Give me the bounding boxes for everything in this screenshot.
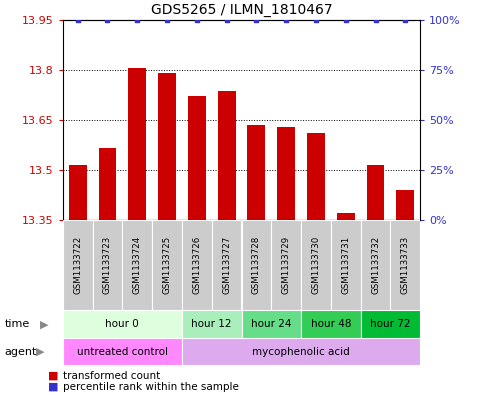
Bar <box>242 220 271 310</box>
Text: GSM1133725: GSM1133725 <box>163 236 171 294</box>
Bar <box>337 213 355 220</box>
Point <box>223 17 230 23</box>
Text: percentile rank within the sample: percentile rank within the sample <box>63 382 239 392</box>
Text: ■: ■ <box>48 371 59 381</box>
Text: GSM1133730: GSM1133730 <box>312 236 320 294</box>
Text: hour 24: hour 24 <box>251 319 292 329</box>
Text: GSM1133728: GSM1133728 <box>252 236 261 294</box>
Text: GSM1133733: GSM1133733 <box>401 236 410 294</box>
Bar <box>307 133 325 220</box>
Bar <box>361 220 390 310</box>
Bar <box>152 220 182 310</box>
Text: GSM1133722: GSM1133722 <box>73 236 82 294</box>
Point <box>104 17 112 23</box>
Text: ■: ■ <box>48 382 59 392</box>
Text: hour 48: hour 48 <box>311 319 351 329</box>
Text: GSM1133724: GSM1133724 <box>133 236 142 294</box>
Point <box>193 17 201 23</box>
Text: transformed count: transformed count <box>63 371 160 381</box>
Text: GSM1133732: GSM1133732 <box>371 236 380 294</box>
Text: GSM1133727: GSM1133727 <box>222 236 231 294</box>
Bar <box>128 68 146 220</box>
Bar <box>212 220 242 310</box>
Bar <box>361 310 420 338</box>
Bar <box>271 220 301 310</box>
Bar <box>277 127 295 220</box>
Text: mycophenolic acid: mycophenolic acid <box>252 347 350 357</box>
Bar <box>301 310 361 338</box>
Title: GDS5265 / ILMN_1810467: GDS5265 / ILMN_1810467 <box>151 3 332 17</box>
Point <box>74 17 82 23</box>
Bar <box>93 220 122 310</box>
Point <box>163 17 171 23</box>
Text: hour 12: hour 12 <box>191 319 232 329</box>
Bar <box>63 338 182 365</box>
Bar <box>188 96 206 220</box>
Bar <box>367 165 384 220</box>
Text: time: time <box>5 319 30 329</box>
Text: agent: agent <box>5 347 37 357</box>
Text: GSM1133731: GSM1133731 <box>341 236 350 294</box>
Bar <box>397 190 414 220</box>
Bar <box>218 92 236 220</box>
Bar <box>122 220 152 310</box>
Bar <box>182 220 212 310</box>
Bar <box>390 220 420 310</box>
Bar <box>158 73 176 220</box>
Point <box>133 17 141 23</box>
Point <box>282 17 290 23</box>
Point <box>401 17 409 23</box>
Text: GSM1133729: GSM1133729 <box>282 236 291 294</box>
Bar <box>247 125 265 220</box>
Bar <box>63 220 93 310</box>
Bar <box>182 310 242 338</box>
Text: ▶: ▶ <box>40 319 49 329</box>
Text: untreated control: untreated control <box>77 347 168 357</box>
Text: ▶: ▶ <box>36 347 44 357</box>
Bar <box>69 165 86 220</box>
Text: GSM1133726: GSM1133726 <box>192 236 201 294</box>
Point <box>253 17 260 23</box>
Text: hour 0: hour 0 <box>105 319 139 329</box>
Text: hour 72: hour 72 <box>370 319 411 329</box>
Bar <box>242 310 301 338</box>
Point <box>342 17 350 23</box>
Point <box>372 17 380 23</box>
Bar <box>63 310 182 338</box>
Bar <box>182 338 420 365</box>
Bar <box>301 220 331 310</box>
Bar <box>99 148 116 220</box>
Point <box>312 17 320 23</box>
Bar <box>331 220 361 310</box>
Text: GSM1133723: GSM1133723 <box>103 236 112 294</box>
